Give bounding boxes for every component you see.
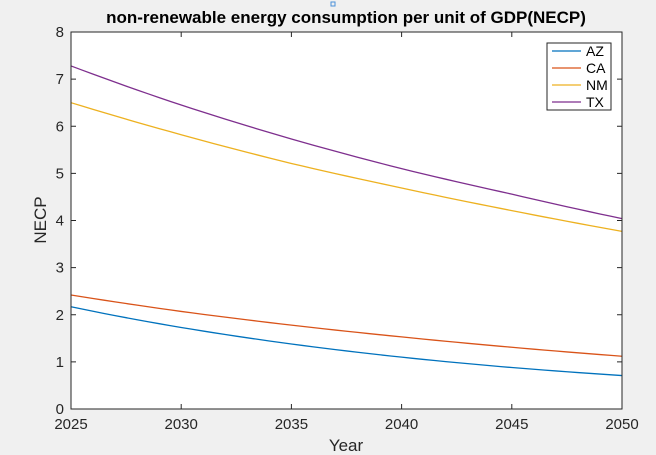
y-tick-label: 5 [56,165,64,182]
x-tick-label: 2040 [385,416,418,433]
y-tick-label: 7 [56,71,64,88]
plot-area [71,32,622,409]
x-tick-label: 2035 [275,416,308,433]
x-tick-label: 2025 [54,416,87,433]
y-tick-label: 3 [56,260,64,277]
legend-label-az: AZ [586,43,604,59]
x-tick-label: 2045 [495,416,528,433]
chart-title: non-renewable energy consumption per uni… [106,8,586,27]
x-tick-label: 2050 [605,416,638,433]
series-line-ca [70,294,623,357]
selection-handle-marker [330,1,336,7]
series-line-az [70,306,623,377]
y-tick-label: 0 [56,401,64,418]
y-tick-label: 1 [56,354,64,371]
y-tick-label: 6 [56,118,64,135]
series-lines [70,65,623,377]
y-tick-label: 4 [56,213,64,230]
axis-ticks: 2025 2030 2035 2040 2045 2050 0 1 2 3 4 5 6 7 8 [54,24,638,433]
x-tick-label: 2030 [165,416,198,433]
legend-label-ca: CA [586,60,606,76]
y-tick-label: 2 [56,307,64,324]
series-line-tx [70,65,623,220]
legend-box [546,42,612,111]
x-axis-label: Year [329,436,364,455]
legend-label-tx: TX [586,94,605,110]
legend-label-nm: NM [586,77,608,93]
y-tick-label: 8 [56,24,64,41]
series-line-nm [70,102,623,232]
y-axis-label: NECP [31,196,50,243]
